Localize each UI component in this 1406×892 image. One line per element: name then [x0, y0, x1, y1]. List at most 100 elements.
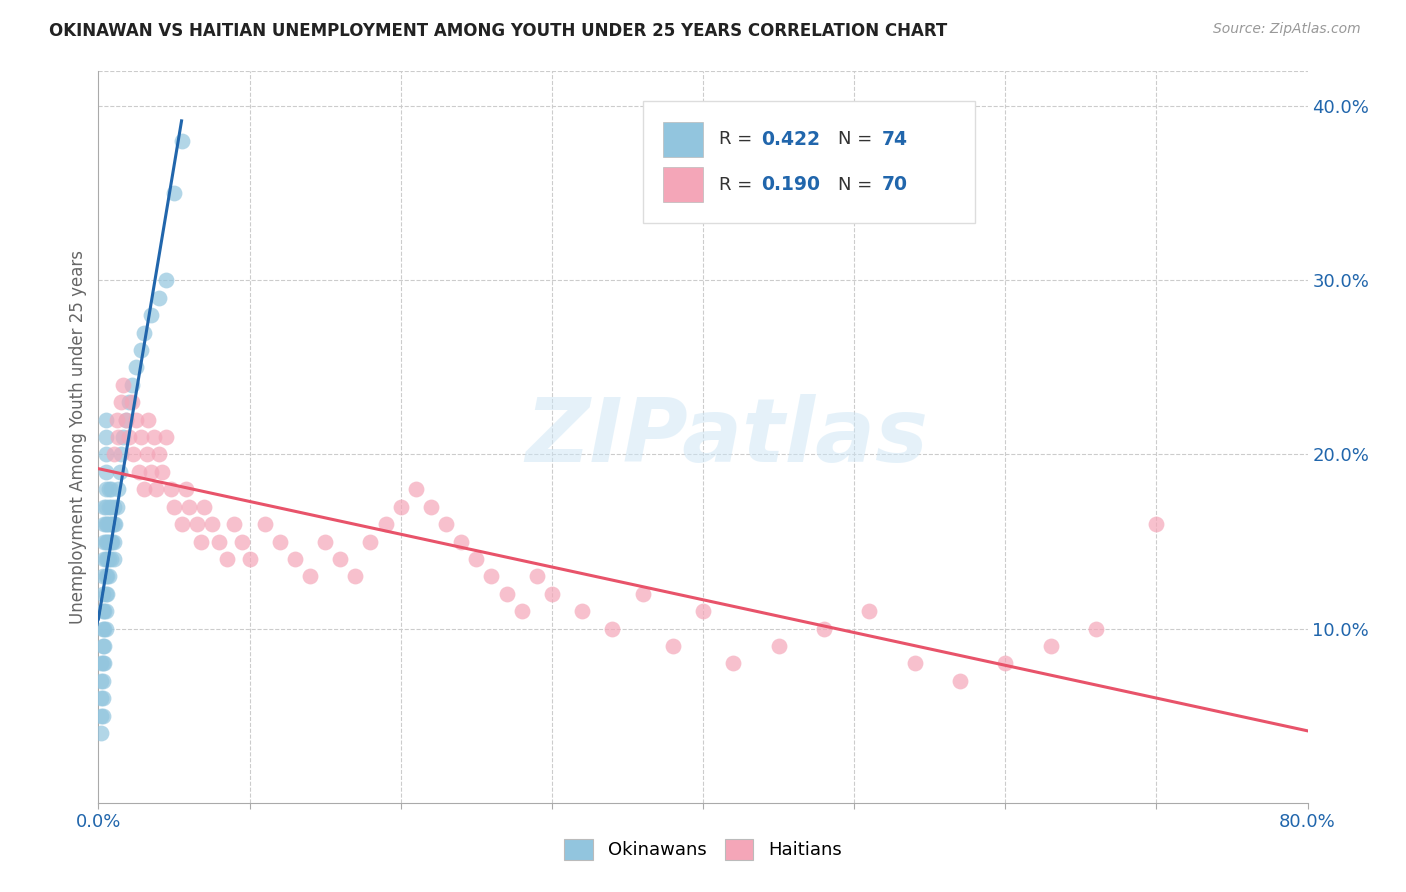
- Point: [136, 412, 159, 426]
- Point: [93, 657, 115, 671]
- Point: [98, 517, 121, 532]
- Text: Source: ZipAtlas.com: Source: ZipAtlas.com: [1213, 22, 1361, 37]
- Point: [723, 657, 745, 671]
- Point: [101, 517, 124, 532]
- FancyBboxPatch shape: [643, 101, 976, 224]
- Point: [91, 639, 114, 653]
- Point: [994, 657, 1017, 671]
- Point: [360, 534, 382, 549]
- Point: [224, 517, 246, 532]
- Point: [129, 430, 152, 444]
- Point: [186, 517, 208, 532]
- Point: [94, 448, 117, 462]
- Point: [148, 291, 170, 305]
- Text: ZIPatlas: ZIPatlas: [526, 393, 929, 481]
- Point: [768, 639, 790, 653]
- Text: N =: N =: [838, 176, 879, 194]
- Point: [110, 448, 132, 462]
- Point: [150, 465, 173, 479]
- Point: [94, 587, 117, 601]
- Point: [114, 412, 136, 426]
- Point: [344, 569, 367, 583]
- FancyBboxPatch shape: [664, 122, 703, 157]
- Point: [94, 604, 117, 618]
- Point: [105, 500, 128, 514]
- Point: [118, 395, 141, 409]
- Point: [107, 430, 129, 444]
- Point: [141, 465, 163, 479]
- Point: [103, 534, 125, 549]
- Point: [98, 552, 121, 566]
- Point: [107, 483, 129, 497]
- Point: [91, 569, 114, 583]
- Point: [813, 622, 835, 636]
- Point: [405, 483, 427, 497]
- Point: [190, 534, 212, 549]
- Point: [98, 500, 121, 514]
- Legend: Okinawans, Haitians: Okinawans, Haitians: [557, 831, 849, 867]
- Point: [91, 657, 114, 671]
- Point: [163, 186, 186, 201]
- Point: [420, 500, 443, 514]
- Point: [201, 517, 224, 532]
- Point: [132, 326, 155, 340]
- Point: [93, 604, 115, 618]
- Point: [135, 448, 157, 462]
- Point: [143, 430, 166, 444]
- Point: [103, 448, 125, 462]
- Point: [91, 708, 114, 723]
- Point: [239, 552, 262, 566]
- Point: [110, 395, 132, 409]
- Point: [661, 639, 683, 653]
- Point: [571, 604, 593, 618]
- Point: [91, 587, 114, 601]
- Point: [1144, 517, 1167, 532]
- Point: [904, 657, 927, 671]
- Point: [155, 273, 177, 287]
- Point: [96, 587, 118, 601]
- Point: [91, 673, 114, 688]
- Point: [104, 517, 127, 532]
- Point: [105, 412, 128, 426]
- Point: [108, 465, 131, 479]
- Point: [100, 500, 122, 514]
- Point: [160, 483, 183, 497]
- Point: [121, 395, 143, 409]
- Point: [94, 517, 117, 532]
- Point: [510, 604, 533, 618]
- Point: [495, 587, 517, 601]
- Point: [121, 377, 143, 392]
- Text: OKINAWAN VS HAITIAN UNEMPLOYMENT AMONG YOUTH UNDER 25 YEARS CORRELATION CHART: OKINAWAN VS HAITIAN UNEMPLOYMENT AMONG Y…: [49, 22, 948, 40]
- Point: [526, 569, 548, 583]
- Point: [94, 465, 117, 479]
- Point: [111, 377, 134, 392]
- Point: [193, 500, 215, 514]
- Point: [540, 587, 562, 601]
- Text: 0.422: 0.422: [761, 130, 820, 149]
- Point: [602, 622, 624, 636]
- Point: [96, 569, 118, 583]
- Point: [299, 569, 322, 583]
- Text: 0.190: 0.190: [761, 175, 820, 194]
- Point: [215, 552, 238, 566]
- Point: [94, 552, 117, 566]
- Point: [329, 552, 352, 566]
- Text: 74: 74: [882, 130, 908, 149]
- Point: [100, 534, 122, 549]
- Point: [94, 622, 117, 636]
- Point: [481, 569, 503, 583]
- Point: [94, 534, 117, 549]
- Point: [90, 657, 112, 671]
- Point: [129, 343, 152, 357]
- Point: [148, 448, 170, 462]
- Point: [98, 569, 121, 583]
- Point: [269, 534, 291, 549]
- Point: [100, 483, 122, 497]
- Text: N =: N =: [838, 130, 879, 148]
- Point: [128, 465, 150, 479]
- Text: R =: R =: [718, 176, 758, 194]
- Y-axis label: Unemployment Among Youth under 25 years: Unemployment Among Youth under 25 years: [69, 250, 87, 624]
- Point: [949, 673, 972, 688]
- Point: [90, 673, 112, 688]
- Point: [100, 552, 122, 566]
